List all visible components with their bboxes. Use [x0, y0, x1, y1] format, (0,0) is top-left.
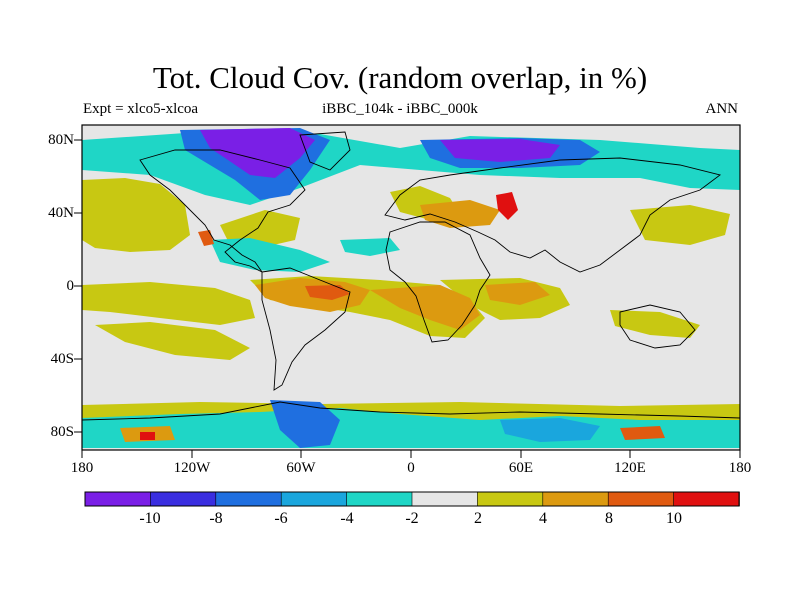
field-africa-orange: [370, 285, 480, 330]
x-tick-label: 0: [407, 460, 415, 476]
x-tick-label: 120W: [173, 460, 211, 476]
colorbar-frame: [84, 491, 740, 507]
colorbar-swatch: [215, 491, 283, 507]
field-siberia-purple: [440, 139, 560, 162]
colorbar-label: -6: [274, 510, 288, 527]
y-tick-label: 0: [66, 278, 75, 294]
axis-ticks: [74, 139, 741, 458]
colorbar-swatch: [150, 491, 217, 507]
colorbar-swatch: [84, 491, 152, 507]
field-equatorial-cyan: [340, 238, 400, 256]
field-amazon-red: [305, 285, 350, 300]
coast-north-america: [139, 149, 306, 273]
coast-africa: [385, 221, 491, 343]
field-antarctic-blue: [270, 400, 340, 448]
field-antarctic-blue-2: [500, 418, 600, 442]
field-indian-orange: [485, 282, 550, 305]
coast-eurasia: [384, 157, 722, 273]
x-tick-label: 60W: [286, 460, 316, 476]
colorbar-label: -8: [209, 510, 223, 527]
y-tick-label: 80S: [50, 424, 74, 440]
x-tick-label: 180: [70, 460, 94, 476]
field-sw-pacific: [610, 310, 700, 338]
colorbar-swatch: [477, 491, 544, 507]
colorbar-swatch: [346, 491, 413, 507]
colorbar-label: -4: [340, 510, 354, 527]
field-antarctic-orange-2: [620, 426, 665, 440]
field-nw-pacific: [82, 178, 190, 252]
field-canada-purple: [200, 128, 315, 178]
colorbar-swatch: [280, 491, 348, 507]
colorbar-label: -10: [139, 510, 161, 527]
coast-south-america: [261, 267, 351, 391]
subtitle-season: ANN: [705, 101, 739, 117]
colorbar-swatch: [411, 491, 479, 507]
x-tick-label: 60E: [508, 460, 534, 476]
field-east-pacific: [82, 282, 255, 325]
coast-antarctica: [82, 401, 740, 421]
field-central-asia-red: [496, 192, 518, 220]
coast-greenland: [299, 131, 351, 171]
colorbar-swatch: [542, 491, 609, 507]
colorbar-swatches: [84, 491, 740, 507]
colorbar-label: -2: [405, 510, 419, 527]
coast-australia: [619, 304, 696, 349]
colorbar-label: 4: [539, 510, 547, 527]
coastlines: [82, 131, 740, 421]
colorbar-label: 10: [666, 510, 682, 527]
x-tick-label: 180: [728, 460, 752, 476]
field-antarctic-red: [140, 432, 155, 440]
plot-title: Tot. Cloud Cov. (random overlap, in %): [152, 60, 648, 95]
colorbar-swatch: [607, 491, 675, 507]
y-tick-label: 40S: [50, 351, 74, 367]
field-west-pacific: [630, 205, 730, 245]
subtitle-comparison: iBBC_104k - iBBC_000k: [322, 101, 478, 117]
field-mideast-orange: [420, 200, 500, 228]
x-tick-label: 120E: [614, 460, 646, 476]
colorbar-label: 8: [605, 510, 613, 527]
y-tick-label: 40N: [48, 205, 74, 221]
colorbar-swatch: [673, 491, 740, 507]
y-tick-label: 80N: [48, 132, 74, 148]
field-south-pacific: [95, 322, 250, 360]
subtitle-experiment: Expt = xlco5-xlcoa: [83, 101, 199, 117]
colorbar-label: 2: [474, 510, 482, 527]
